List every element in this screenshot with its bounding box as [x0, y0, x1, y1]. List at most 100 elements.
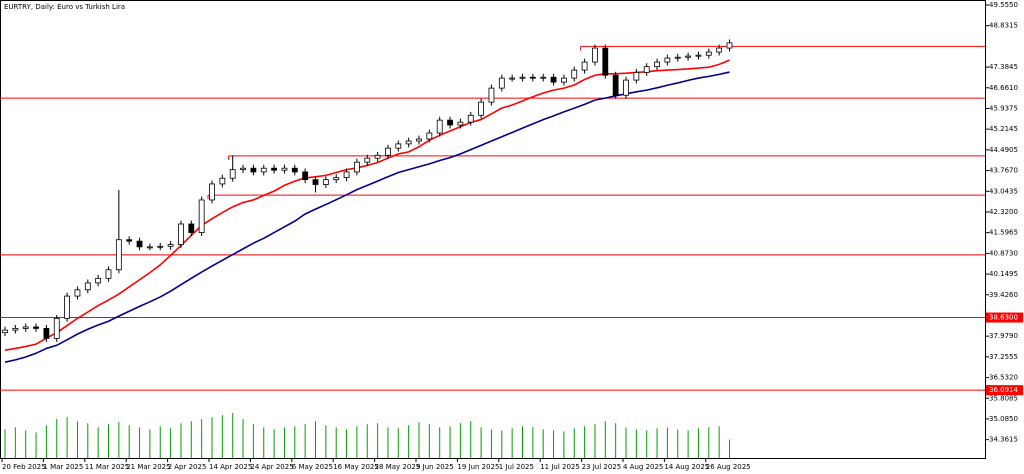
- y-tick-label: 43.0435: [989, 187, 1018, 195]
- y-tick-label: 34.3615: [989, 436, 1018, 444]
- candle-body: [540, 76, 547, 79]
- candle-body: [74, 289, 81, 297]
- x-tick-label: 6 May 2025: [292, 463, 333, 471]
- candle-body: [136, 240, 143, 248]
- level-label-box: [986, 385, 1023, 396]
- candle-body: [529, 76, 536, 79]
- candle-body: [115, 239, 122, 271]
- y-tick-label: 37.2555: [989, 353, 1018, 361]
- x-tick-label: 1 Mar 2025: [43, 463, 83, 471]
- y-tick-label: 36.5320: [989, 374, 1018, 382]
- candle-body: [84, 282, 91, 291]
- chart-title: EURTRY, Daily: Euro vs Turkish Lira: [4, 3, 125, 11]
- y-tick-label: 40.8730: [989, 249, 1018, 257]
- candle-body: [612, 74, 619, 96]
- candle-body: [623, 79, 629, 96]
- candle-body: [33, 326, 39, 329]
- candle-body: [302, 171, 309, 181]
- candle-body: [353, 161, 360, 173]
- x-tick-label: 28 May 2025: [375, 463, 421, 471]
- y-tick-label: 42.3200: [989, 208, 1018, 216]
- candle-body: [633, 71, 640, 81]
- y-tick-label: 43.7670: [989, 167, 1018, 175]
- candle-body: [43, 328, 50, 339]
- candle-body: [509, 77, 516, 80]
- candle-body: [571, 69, 578, 79]
- x-tick-label: 14 Apr 2025: [209, 463, 252, 471]
- candle-body: [685, 55, 691, 58]
- x-tick-label: 9 Jun 2025: [416, 463, 454, 471]
- x-tick-label: 24 Apr 2025: [250, 463, 293, 471]
- candle-body: [519, 76, 526, 79]
- y-tick-label: 47.3845: [989, 63, 1018, 71]
- y-tick-label: 40.1495: [989, 270, 1018, 278]
- candle-body: [716, 47, 723, 53]
- candle-body: [416, 138, 422, 142]
- candle-body: [561, 77, 567, 83]
- candle-body: [167, 244, 174, 247]
- candle-body: [250, 167, 257, 173]
- candle-body: [374, 154, 381, 159]
- candle-body: [447, 119, 453, 126]
- candle-body: [291, 167, 298, 173]
- candle-body: [436, 119, 443, 134]
- candle-body: [95, 277, 102, 284]
- level-label-box: [986, 312, 1023, 323]
- x-tick-label: 21 Mar 2025: [126, 463, 170, 471]
- candle-body: [312, 179, 319, 185]
- candle-body: [405, 140, 412, 145]
- candle-body: [488, 87, 495, 103]
- y-tick-label: 35.8085: [989, 394, 1018, 402]
- y-tick-label: 39.4260: [989, 291, 1018, 299]
- candle-body: [219, 177, 226, 185]
- candle-body: [105, 269, 112, 279]
- candle-body: [664, 57, 671, 63]
- candle-body: [654, 61, 660, 68]
- candle-body: [271, 167, 278, 171]
- y-tick-label: 45.9375: [989, 104, 1018, 112]
- candle-body: [126, 239, 133, 242]
- x-tick-label: 20 Feb 2025: [2, 463, 46, 471]
- candle-body: [695, 54, 702, 57]
- candle-body: [705, 51, 712, 56]
- candle-body: [281, 167, 288, 171]
- candle-body: [343, 171, 350, 179]
- x-tick-label: 2 Apr 2025: [168, 463, 207, 471]
- candle-body: [643, 66, 650, 73]
- candle-body: [146, 246, 153, 249]
- candle-body: [22, 326, 29, 329]
- candle-body: [53, 317, 60, 339]
- x-tick-label: 1 Jul 2025: [499, 463, 534, 471]
- y-tick-label: 46.6610: [989, 84, 1018, 92]
- y-tick-label: 44.4905: [989, 146, 1018, 154]
- x-tick-label: 14 Aug 2025: [664, 463, 709, 471]
- candle-body: [498, 77, 505, 89]
- y-tick-label: 35.0850: [989, 415, 1018, 423]
- candle-body: [364, 157, 371, 163]
- candle-body: [478, 101, 485, 116]
- candle-body: [12, 328, 19, 331]
- candle-body: [2, 329, 8, 334]
- candle-body: [602, 47, 609, 76]
- candle-body: [592, 47, 598, 63]
- x-tick-label: 16 May 2025: [333, 463, 379, 471]
- candle-body: [229, 169, 236, 179]
- level-label: 38.6300: [989, 314, 1018, 322]
- x-tick-label: 4 Aug 2025: [623, 463, 663, 471]
- candle-body: [333, 177, 340, 181]
- candle-body: [198, 199, 205, 233]
- x-tick-label: 26 Aug 2025: [706, 463, 751, 471]
- x-tick-label: 19 Jun 2025: [457, 463, 499, 471]
- candle-body: [426, 132, 433, 140]
- candle-body: [385, 147, 391, 156]
- x-tick-label: 11 Mar 2025: [85, 463, 129, 471]
- y-tick-label: 49.5550: [989, 1, 1018, 9]
- candle-body: [178, 223, 184, 245]
- candle-body: [240, 167, 246, 171]
- candle-body: [322, 179, 329, 185]
- candle-body: [550, 76, 557, 83]
- plot-frame: [0, 0, 986, 459]
- candle-body: [64, 295, 70, 319]
- x-tick-label: 23 Jul 2025: [582, 463, 622, 471]
